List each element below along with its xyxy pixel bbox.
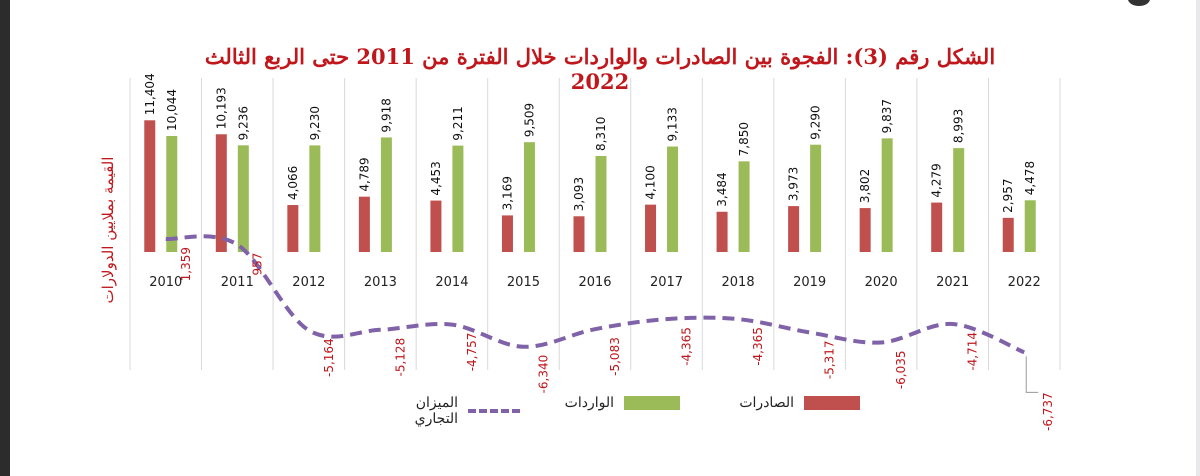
data-label-exports: 4,100 (644, 165, 658, 199)
x-tick-label: 2020 (865, 275, 898, 290)
series-line-trade-balance (165, 234, 1026, 355)
data-label-imports: 9,837 (880, 99, 894, 133)
bar-imports (810, 144, 822, 252)
data-label-exports: 3,973 (787, 167, 801, 201)
data-label-trade-balance: -5,317 (823, 340, 837, 379)
bar-exports (1002, 217, 1014, 252)
bar-exports (859, 208, 871, 252)
bar-imports (380, 137, 392, 252)
data-label-trade-balance: 1,359 (179, 247, 193, 281)
corner-mark (1128, 0, 1150, 6)
bar-exports (430, 200, 442, 252)
x-tick-label: 2010 (149, 275, 182, 290)
data-label-exports: 10,193 (214, 87, 228, 129)
data-label-exports: 11,404 (143, 73, 157, 115)
bar-imports (953, 148, 965, 252)
legend-item-imports: الواردات (565, 395, 680, 411)
x-tick-label: 2015 (507, 275, 540, 290)
bar-exports (788, 206, 800, 252)
data-label-imports: 8,310 (594, 117, 608, 151)
data-label-exports: 4,066 (286, 166, 300, 200)
data-label-trade-balance: -5,128 (393, 338, 407, 377)
bar-imports (667, 146, 679, 252)
leader-line (1025, 356, 1039, 393)
data-label-trade-balance: -4,714 (966, 332, 980, 371)
bar-imports (452, 145, 464, 252)
data-label-imports: 9,211 (451, 106, 465, 140)
legend-swatch-imports (624, 396, 680, 410)
bar-exports (716, 211, 728, 252)
data-label-trade-balance: -4,757 (465, 333, 479, 372)
x-tick-label: 2017 (650, 275, 683, 290)
data-label-imports: 7,850 (737, 122, 751, 156)
data-label-trade-balance: -4,365 (680, 327, 694, 366)
data-label-trade-balance: -6,035 (894, 350, 908, 389)
page-edge (0, 0, 10, 476)
x-tick-label: 2011 (221, 275, 254, 290)
legend-swatch-exports (804, 396, 860, 410)
data-label-trade-balance: -4,365 (751, 327, 765, 366)
legend-label-trade-balance: الميزان التجاري (414, 395, 459, 427)
data-label-imports: 10,044 (165, 89, 179, 131)
data-label-imports: 9,509 (522, 103, 536, 137)
data-label-imports: 9,290 (809, 105, 823, 139)
bar-exports (215, 134, 227, 252)
bar-imports (595, 156, 607, 252)
legend-label-exports: الصادرات (739, 395, 794, 411)
data-label-imports: 9,133 (666, 107, 680, 141)
x-tick-label: 2013 (364, 275, 397, 290)
bar-exports (931, 202, 943, 252)
x-tick-label: 2019 (793, 275, 826, 290)
bar-exports (573, 216, 585, 252)
data-label-trade-balance: -5,164 (322, 338, 336, 377)
bar-exports (287, 205, 299, 252)
data-label-exports: 3,169 (500, 176, 514, 210)
data-label-imports: 8,993 (952, 109, 966, 143)
x-tick-label: 2014 (435, 275, 468, 290)
bar-exports (645, 204, 657, 252)
bar-imports (523, 142, 535, 252)
data-label-imports: 4,478 (1023, 161, 1037, 195)
bar-imports (1024, 200, 1036, 252)
bar-exports (501, 215, 513, 252)
bar-exports (358, 196, 370, 252)
legend-label-imports: الواردات (564, 395, 614, 411)
data-label-exports: 4,789 (357, 157, 371, 191)
x-tick-label: 2021 (936, 275, 969, 290)
data-label-imports: 9,918 (379, 98, 393, 132)
data-label-trade-balance: -5,083 (608, 337, 622, 376)
data-label-exports: 3,484 (715, 172, 729, 206)
data-label-trade-balance: -6,340 (536, 355, 550, 394)
bar-imports (738, 161, 750, 252)
x-tick-label: 2018 (722, 275, 755, 290)
data-label-exports: 2,957 (1001, 178, 1015, 212)
bar-imports (309, 145, 321, 252)
data-label-imports: 9,230 (308, 106, 322, 140)
bar-exports (144, 120, 156, 252)
legend-swatch-trade-balance (468, 409, 520, 413)
data-label-exports: 3,093 (572, 177, 586, 211)
legend-item-trade-balance: الميزان التجاري (380, 395, 520, 427)
bar-imports (237, 145, 249, 252)
data-label-trade-balance: -6,737 (1041, 392, 1055, 431)
bar-imports (881, 138, 893, 252)
legend: الصادرات الواردات الميزان التجاري (380, 395, 860, 427)
bar-imports (166, 135, 178, 252)
data-label-trade-balance: 957 (250, 253, 264, 276)
chart-title: الشكل رقم (3): الفجوة بين الصادرات والوا… (204, 44, 996, 94)
data-label-exports: 4,453 (429, 161, 443, 195)
legend-item-exports: الصادرات (739, 395, 860, 411)
x-tick-label: 2012 (292, 275, 325, 290)
x-tick-label: 2016 (578, 275, 611, 290)
data-label-exports: 4,279 (930, 163, 944, 197)
data-label-imports: 9,236 (236, 106, 250, 140)
data-label-exports: 3,802 (858, 169, 872, 203)
x-tick-label: 2022 (1008, 275, 1041, 290)
